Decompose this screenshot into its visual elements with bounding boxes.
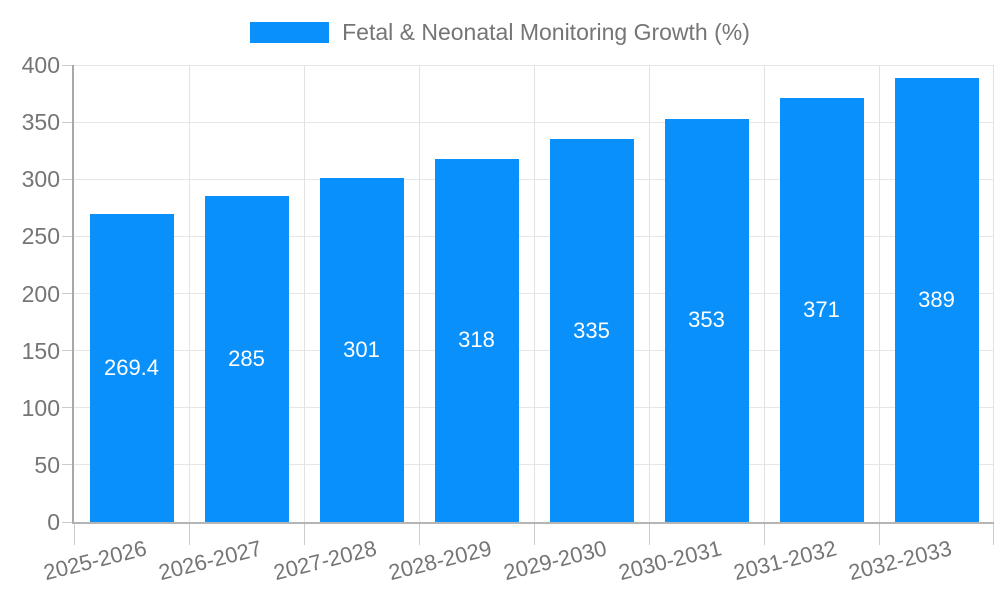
y-axis-tick xyxy=(62,64,72,66)
x-axis-label: 2028-2029 xyxy=(386,535,495,586)
bar[interactable] xyxy=(319,178,404,522)
x-axis-label: 2030-2031 xyxy=(616,535,725,586)
y-axis-tick xyxy=(62,235,72,237)
x-axis-label: 2027-2028 xyxy=(271,535,380,586)
gridline-vertical xyxy=(992,65,994,522)
bar[interactable] xyxy=(434,158,519,522)
x-axis-tick xyxy=(418,524,420,545)
bar[interactable] xyxy=(204,196,289,522)
x-axis-tick xyxy=(648,524,650,545)
y-axis-label: 50 xyxy=(34,451,60,478)
x-axis-tick xyxy=(188,524,190,545)
bar-value-label: 353 xyxy=(688,307,725,333)
gridline-vertical xyxy=(188,65,190,522)
x-axis-label: 2029-2030 xyxy=(501,535,610,586)
x-axis-tick xyxy=(303,524,305,545)
plot-area: 0 50 100 150 200 250 300 350 400 269.4 2025-2026 28… xyxy=(22,53,994,585)
y-axis-label: 200 xyxy=(21,280,60,307)
bar[interactable] xyxy=(664,118,749,522)
y-axis-label: 300 xyxy=(21,166,60,193)
bar[interactable] xyxy=(89,214,174,522)
chart-legend[interactable]: Fetal & Neonatal Monitoring Growth (%) xyxy=(0,19,1000,46)
gridline-vertical xyxy=(303,65,305,522)
y-axis-label: 350 xyxy=(21,109,60,136)
y-axis-tick xyxy=(62,521,72,523)
bar[interactable] xyxy=(894,77,979,522)
x-axis-tick xyxy=(763,524,765,545)
gridline-vertical xyxy=(533,65,535,522)
gridline-vertical xyxy=(418,65,420,522)
bar-value-label: 318 xyxy=(458,327,495,353)
x-axis-label: 2026-2027 xyxy=(156,535,265,586)
bar[interactable] xyxy=(549,139,634,522)
bar-value-label: 389 xyxy=(918,286,955,312)
y-axis-tick xyxy=(62,350,72,352)
x-axis-label: 2032-2033 xyxy=(846,535,955,586)
bar[interactable] xyxy=(779,98,864,522)
x-axis-tick xyxy=(73,524,75,545)
x-axis-tick xyxy=(878,524,880,545)
y-axis-label: 150 xyxy=(21,337,60,364)
x-axis-label: 2031-2032 xyxy=(731,535,840,586)
gridline-vertical xyxy=(648,65,650,522)
legend-label: Fetal & Neonatal Monitoring Growth (%) xyxy=(342,19,750,45)
y-axis-tick xyxy=(62,293,72,294)
bar-value-label: 335 xyxy=(573,317,610,343)
legend-swatch xyxy=(250,22,330,43)
bar-value-label: 269.4 xyxy=(103,355,160,381)
x-axis-tick xyxy=(533,524,535,545)
y-axis-label: 400 xyxy=(21,52,60,78)
x-axis-label: 2025-2026 xyxy=(41,535,150,586)
y-axis-tick xyxy=(62,407,72,409)
gridline-vertical xyxy=(878,65,880,522)
bar-value-label: 371 xyxy=(803,297,840,323)
x-axis-tick xyxy=(992,524,994,545)
y-axis-tick xyxy=(62,464,72,466)
y-axis-tick xyxy=(62,121,72,123)
y-axis-label: 100 xyxy=(21,394,60,421)
y-axis-label: 250 xyxy=(21,223,60,250)
y-axis-tick xyxy=(62,178,72,180)
bar-value-label: 301 xyxy=(343,337,380,363)
bar-value-label: 285 xyxy=(228,346,265,372)
gridline-vertical xyxy=(763,65,765,522)
y-axis-label: 0 xyxy=(47,509,60,535)
